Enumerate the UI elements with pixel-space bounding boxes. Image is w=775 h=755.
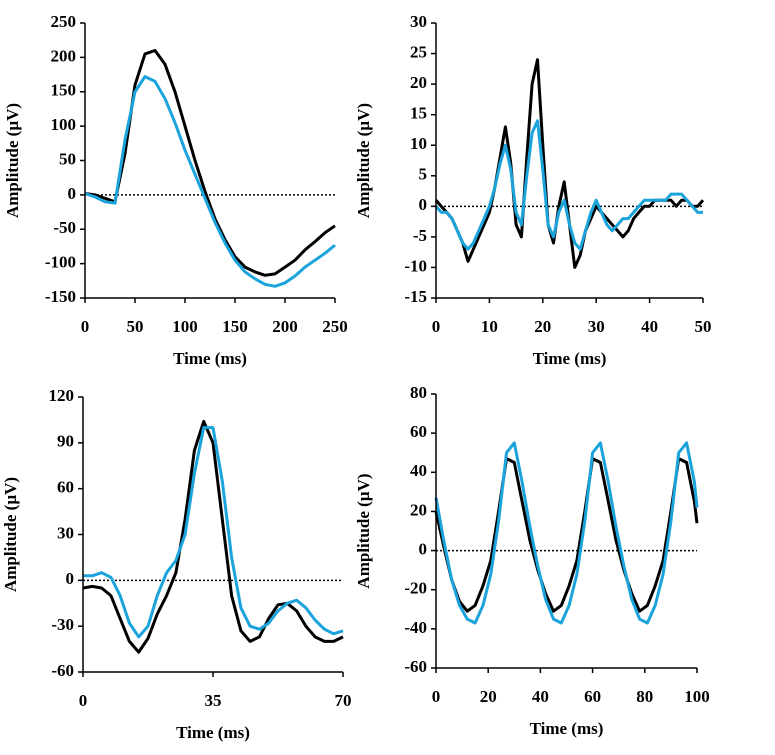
y-tick-label: 0 (66, 569, 75, 588)
y-tick-label: 5 (419, 165, 428, 184)
y-tick-label: 30 (57, 523, 74, 542)
series-line (83, 426, 344, 639)
series-line (434, 119, 703, 251)
series-line (434, 441, 699, 625)
x-axis-label: Time (ms) (173, 349, 247, 368)
x-tick-label: 20 (534, 317, 551, 336)
y-tick-label: 0 (419, 195, 428, 214)
x-tick-label: 80 (636, 687, 653, 706)
y-tick-label: -40 (404, 618, 427, 637)
y-tick-label: 0 (419, 539, 428, 558)
x-tick-label: 100 (684, 687, 710, 706)
y-tick-label: 150 (51, 81, 77, 100)
x-tick-label: 150 (222, 317, 248, 336)
y-tick-label: -150 (45, 287, 76, 306)
x-axis-label: Time (ms) (176, 723, 250, 742)
y-tick-label: -15 (404, 287, 427, 306)
x-tick-label: 35 (205, 691, 222, 710)
x-tick-label: 10 (481, 317, 498, 336)
x-axis-label: Time (ms) (533, 349, 607, 368)
y-tick-label: 20 (410, 500, 427, 519)
x-tick-label: 40 (641, 317, 658, 336)
y-tick-label: 30 (410, 12, 427, 31)
y-tick-label: 200 (51, 46, 77, 65)
y-tick-label: 120 (49, 386, 75, 405)
x-tick-label: 40 (532, 687, 549, 706)
y-axis-label: Amplitude (µV) (354, 473, 373, 588)
x-tick-label: 0 (432, 687, 441, 706)
y-tick-label: 250 (51, 12, 77, 31)
y-tick-label: -50 (53, 218, 76, 237)
y-tick-label: -60 (404, 657, 427, 676)
series-line (434, 457, 699, 613)
y-tick-label: 60 (57, 478, 74, 497)
y-tick-label: -10 (404, 256, 427, 275)
x-tick-label: 50 (695, 317, 712, 336)
x-tick-label: 0 (81, 317, 90, 336)
y-axis-label: Amplitude (µV) (3, 103, 22, 218)
x-tick-label: 50 (127, 317, 144, 336)
series-line (84, 75, 336, 288)
series-line (84, 49, 336, 277)
y-tick-label: 40 (410, 461, 427, 480)
x-tick-label: 30 (588, 317, 605, 336)
y-tick-label: 90 (57, 432, 74, 451)
x-tick-label: 20 (480, 687, 497, 706)
y-tick-label: 25 (410, 42, 427, 61)
y-tick-label: 15 (410, 104, 427, 123)
y-tick-label: 60 (410, 422, 427, 441)
x-tick-label: 60 (584, 687, 601, 706)
x-tick-label: 70 (335, 691, 352, 710)
series-line (82, 419, 344, 654)
x-tick-label: 200 (272, 317, 298, 336)
y-tick-label: 20 (410, 73, 427, 92)
y-tick-label: -30 (51, 615, 74, 634)
x-tick-label: 250 (322, 317, 348, 336)
x-axis-label: Time (ms) (530, 719, 604, 738)
y-tick-label: -20 (404, 579, 427, 598)
y-tick-label: -60 (51, 661, 74, 680)
y-tick-label: 100 (51, 115, 77, 134)
y-axis-label: Amplitude (µV) (354, 103, 373, 218)
y-tick-label: 50 (59, 149, 76, 168)
y-tick-label: -100 (45, 253, 76, 272)
y-tick-label: 0 (68, 184, 77, 203)
y-axis-label: Amplitude (µV) (1, 477, 20, 592)
y-tick-label: 10 (410, 134, 427, 153)
y-tick-label: 80 (410, 383, 427, 402)
x-tick-label: 0 (79, 691, 88, 710)
x-tick-label: 0 (432, 317, 441, 336)
y-tick-label: -5 (413, 226, 427, 245)
x-tick-label: 100 (172, 317, 198, 336)
